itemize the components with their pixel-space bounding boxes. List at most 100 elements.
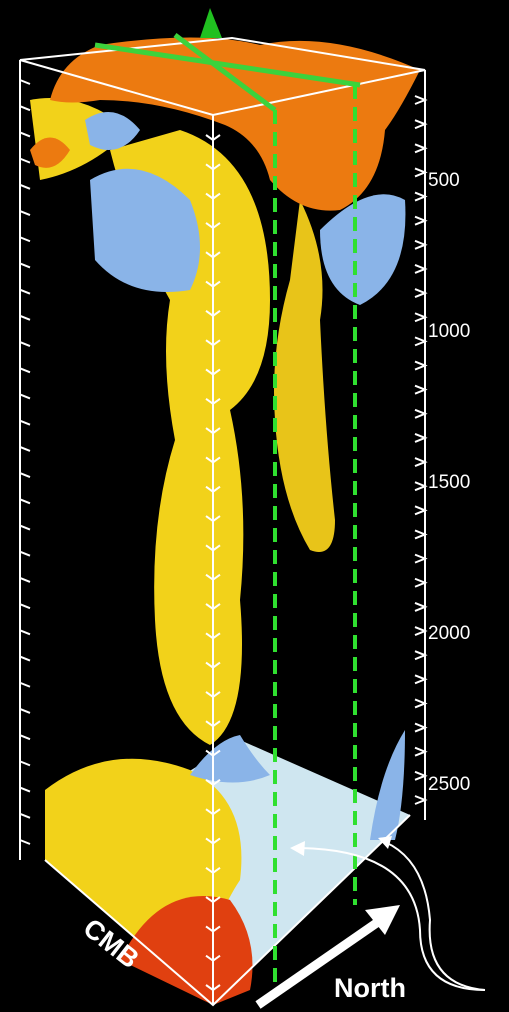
tick xyxy=(19,79,31,85)
tick xyxy=(205,573,221,581)
blue-blob-left xyxy=(90,168,200,292)
tick xyxy=(205,779,221,787)
tick xyxy=(205,222,221,230)
tick xyxy=(205,368,221,376)
tick xyxy=(19,367,31,374)
tick xyxy=(19,603,31,610)
tick xyxy=(19,419,31,426)
tick xyxy=(19,472,31,479)
tick xyxy=(414,770,428,781)
tick xyxy=(205,925,221,933)
tick xyxy=(19,655,31,662)
blue-blob-bottom-right xyxy=(370,730,405,840)
tick xyxy=(19,760,31,767)
tick xyxy=(19,183,31,190)
tick xyxy=(19,498,31,505)
tick xyxy=(205,661,221,669)
tick xyxy=(205,163,221,171)
tick xyxy=(19,445,31,452)
tick xyxy=(205,808,221,816)
tick xyxy=(414,626,428,636)
tick xyxy=(205,896,221,904)
tick xyxy=(414,215,428,226)
tick xyxy=(414,191,428,202)
direction-label: North xyxy=(334,973,406,1003)
tick xyxy=(205,134,221,142)
tick xyxy=(19,105,31,112)
tick xyxy=(19,262,31,269)
tick xyxy=(205,984,221,992)
tick xyxy=(414,795,428,805)
tick xyxy=(205,251,221,259)
tick xyxy=(205,544,221,552)
tick-marks xyxy=(19,79,428,992)
tick xyxy=(19,786,31,793)
tick xyxy=(414,457,428,467)
tick xyxy=(19,131,31,138)
tick xyxy=(205,192,221,200)
tick xyxy=(414,384,428,395)
tick xyxy=(19,577,31,583)
tick xyxy=(414,264,428,274)
tick xyxy=(205,866,221,874)
tick xyxy=(205,837,221,845)
north-marker xyxy=(200,8,222,38)
tick xyxy=(414,167,428,178)
depth-label: 1000 xyxy=(428,321,470,342)
tick xyxy=(19,734,31,741)
tick xyxy=(19,681,31,688)
tick xyxy=(414,577,428,588)
tick xyxy=(414,408,428,419)
tick xyxy=(414,529,428,540)
tick xyxy=(414,601,428,612)
tick xyxy=(205,749,221,757)
yellow-plume-right xyxy=(274,200,335,552)
tick xyxy=(414,433,428,443)
tick xyxy=(414,674,428,685)
tick xyxy=(414,746,428,757)
tick xyxy=(19,314,31,321)
tick xyxy=(205,485,221,493)
blue-blob-top xyxy=(85,112,140,150)
tick xyxy=(414,722,428,733)
tick xyxy=(19,812,31,819)
section-line xyxy=(173,33,277,112)
red-hot-region xyxy=(120,896,253,1005)
tick xyxy=(414,650,428,661)
tick xyxy=(19,393,31,400)
blue-blob-bottom xyxy=(190,735,270,783)
tick xyxy=(414,95,428,105)
tick xyxy=(19,210,31,216)
pointer-arrow xyxy=(384,841,486,991)
tick xyxy=(205,954,221,962)
tick xyxy=(205,397,221,406)
box-top xyxy=(19,36,426,117)
tick xyxy=(414,505,428,516)
tick xyxy=(19,157,31,164)
tick xyxy=(414,119,428,130)
section-line xyxy=(94,42,361,88)
tick xyxy=(19,524,31,531)
tick xyxy=(205,632,221,640)
tick xyxy=(205,515,221,523)
tick xyxy=(19,708,31,714)
tick xyxy=(414,239,428,250)
tick xyxy=(414,336,428,347)
depth-label: 500 xyxy=(428,170,460,191)
tick xyxy=(414,312,428,323)
north-arrow-head xyxy=(365,905,400,935)
tick xyxy=(414,143,428,154)
depth-label: 1500 xyxy=(428,472,470,493)
tick xyxy=(205,310,221,318)
tick xyxy=(205,720,221,728)
tick xyxy=(205,427,221,435)
depth-label: 2500 xyxy=(428,774,470,795)
tick xyxy=(414,288,428,299)
box-bottom xyxy=(44,814,411,1007)
tick xyxy=(19,341,31,347)
north-arrow xyxy=(255,918,381,1009)
tick xyxy=(414,553,428,564)
tick xyxy=(205,456,221,464)
